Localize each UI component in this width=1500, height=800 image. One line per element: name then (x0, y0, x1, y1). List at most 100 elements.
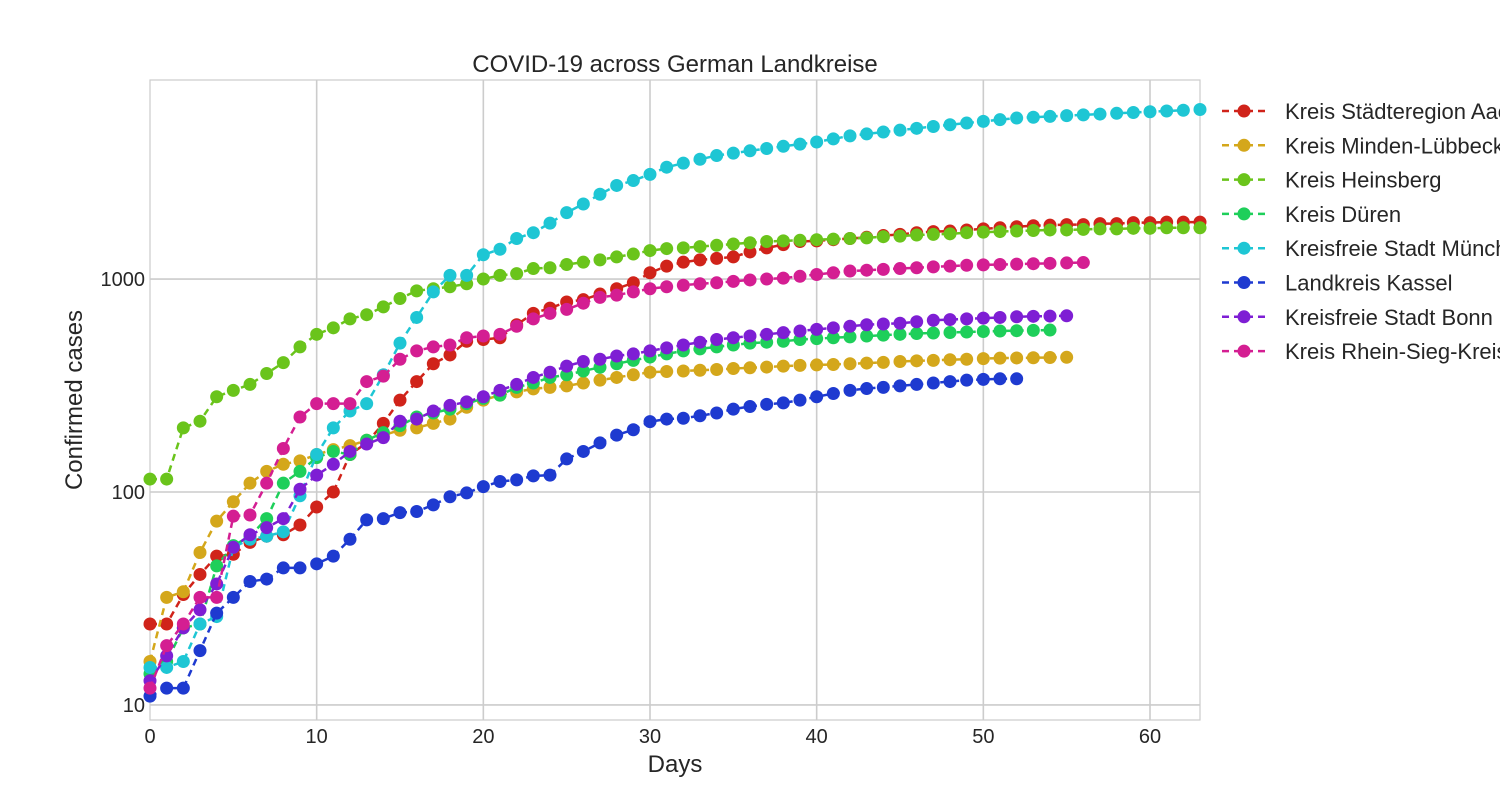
data-point (810, 390, 824, 404)
data-point (193, 590, 207, 604)
data-point (643, 415, 657, 429)
data-point (676, 156, 690, 170)
data-point (310, 468, 324, 482)
data-point (926, 313, 940, 327)
data-point (976, 352, 990, 366)
data-point (960, 312, 974, 326)
data-point (493, 475, 507, 489)
data-point (226, 383, 240, 397)
data-point (1076, 256, 1090, 270)
data-point (993, 225, 1007, 239)
data-point (776, 139, 790, 153)
data-point (193, 644, 207, 658)
data-point (410, 412, 424, 426)
data-point (293, 454, 307, 468)
data-point (226, 590, 240, 604)
data-point (726, 237, 740, 251)
data-point (693, 363, 707, 377)
legend-marker (1237, 207, 1251, 221)
data-point (326, 457, 340, 471)
data-point (210, 590, 224, 604)
series-kreis-rhein-sieg-kreis (143, 256, 1090, 695)
data-point (843, 383, 857, 397)
data-point (960, 352, 974, 366)
data-point (193, 414, 207, 428)
data-point (743, 273, 757, 287)
data-point (293, 340, 307, 354)
legend-item: Kreis Düren (1222, 202, 1401, 227)
data-point (1010, 372, 1024, 386)
data-point (560, 206, 574, 220)
data-point (510, 231, 524, 245)
data-point (676, 278, 690, 292)
data-point (393, 352, 407, 366)
data-point (360, 375, 374, 389)
data-point (610, 178, 624, 192)
data-point (1010, 224, 1024, 238)
data-point (876, 125, 890, 139)
data-point (376, 416, 390, 430)
data-point (810, 332, 824, 346)
data-point (1026, 110, 1040, 124)
data-point (810, 233, 824, 247)
data-point (560, 379, 574, 393)
data-point (560, 302, 574, 316)
data-point (343, 397, 357, 411)
data-point (693, 152, 707, 166)
data-point (1126, 106, 1140, 120)
data-point (793, 233, 807, 247)
data-point (143, 617, 157, 631)
x-tick-label: 0 (144, 726, 155, 748)
data-point (893, 354, 907, 368)
data-point (693, 240, 707, 254)
data-point (1010, 351, 1024, 365)
data-point (376, 369, 390, 383)
y-axis-label: Confirmed cases (61, 310, 88, 490)
data-point (226, 509, 240, 523)
data-point (893, 262, 907, 276)
data-point (426, 340, 440, 354)
data-point (1026, 257, 1040, 271)
data-point (826, 266, 840, 280)
data-point (210, 559, 224, 573)
data-point (476, 248, 490, 262)
data-point (276, 476, 290, 490)
data-point (243, 377, 257, 391)
data-point (460, 331, 474, 345)
data-point (676, 255, 690, 269)
data-point (1026, 223, 1040, 237)
data-point (576, 376, 590, 390)
data-point (910, 326, 924, 340)
data-point (710, 149, 724, 163)
data-point (793, 324, 807, 338)
data-point (843, 129, 857, 143)
data-point (726, 402, 740, 416)
data-point (1093, 107, 1107, 121)
data-point (460, 486, 474, 500)
data-point (676, 364, 690, 378)
data-point (1176, 103, 1190, 117)
data-point (143, 472, 157, 486)
data-point (460, 395, 474, 409)
data-point (693, 409, 707, 423)
legend-label: Kreis Minden-Lübbecke (1285, 133, 1500, 158)
data-point (893, 379, 907, 393)
data-point (676, 241, 690, 255)
data-point (910, 261, 924, 275)
data-point (360, 308, 374, 322)
x-tick-label: 50 (972, 726, 994, 748)
data-point (976, 114, 990, 128)
grid (150, 80, 1200, 720)
data-point (343, 312, 357, 326)
data-point (976, 325, 990, 339)
data-point (1026, 351, 1040, 365)
data-point (276, 525, 290, 539)
legend-item: Kreis Städteregion Aachen (1222, 99, 1500, 124)
data-point (1110, 106, 1124, 120)
data-point (1060, 309, 1074, 323)
data-point (960, 226, 974, 240)
data-point (510, 319, 524, 333)
data-point (643, 365, 657, 379)
data-point (710, 251, 724, 265)
data-point (643, 244, 657, 258)
